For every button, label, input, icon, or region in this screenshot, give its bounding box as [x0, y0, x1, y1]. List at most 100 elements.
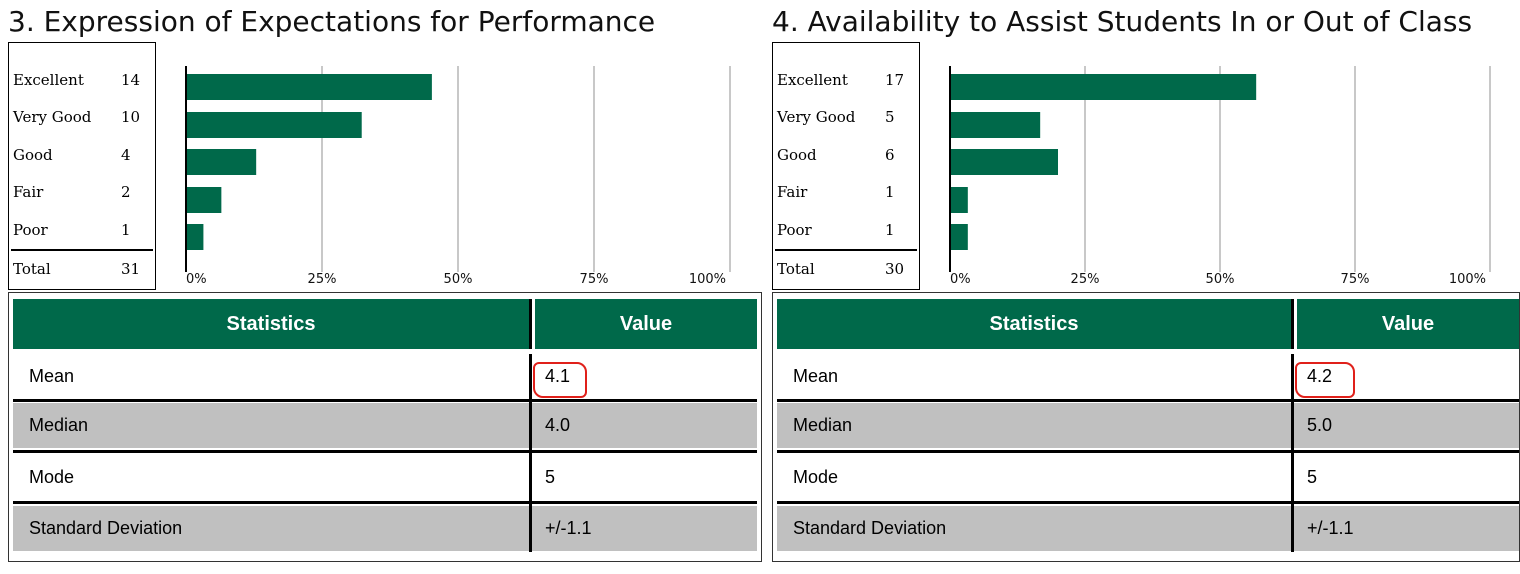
row-divider [13, 399, 757, 402]
stat-name: Median [793, 415, 853, 435]
bar-excellent [186, 74, 432, 100]
stat-value: 5 [1307, 467, 1318, 487]
count-row: Fair 1 [777, 181, 917, 203]
bar-poor [950, 224, 968, 250]
bar-excellent [950, 74, 1257, 100]
stat-name: Standard Deviation [793, 518, 947, 538]
rating-count: 1 [121, 221, 131, 239]
response-bar-chart: 0% 25% 50% 75% 100% [949, 66, 1491, 287]
rating-label: Good [777, 146, 817, 164]
stats-row-mode: Mode 5 [777, 455, 1519, 500]
question-panel-4: 4. Availability to Assist Students In or… [772, 0, 1520, 574]
x-tick-label: 25% [1071, 272, 1100, 287]
count-row: Fair 2 [13, 181, 153, 203]
rating-count: 1 [885, 183, 895, 201]
rating-count: 14 [121, 71, 141, 89]
stat-value: 4.2 [1307, 366, 1333, 386]
rating-count: 5 [885, 108, 895, 126]
response-bar-chart: 0% 25% 50% 75% 100% [185, 66, 731, 287]
question-title: 4. Availability to Assist Students In or… [772, 5, 1473, 38]
total-label: Total [777, 260, 815, 278]
stat-value: +/-1.1 [1307, 518, 1354, 538]
x-tick-label: 0% [950, 272, 971, 287]
total-count: 30 [885, 260, 905, 278]
header-divider [529, 299, 532, 349]
bar-good [950, 149, 1058, 175]
rating-count: 2 [121, 183, 131, 201]
stat-value: 5.0 [1307, 415, 1333, 435]
stat-name: Mode [793, 467, 839, 487]
count-row: Good 4 [13, 144, 153, 166]
stats-row-standard-deviation: Standard Deviation +/-1.1 [777, 506, 1519, 551]
count-row: Excellent 14 [13, 69, 153, 91]
stats-row-mean: Mean 4.2 [777, 354, 1519, 399]
row-divider [777, 399, 1519, 402]
stats-row-mean: Mean 4.1 [13, 354, 757, 399]
x-tick-label: 100% [1449, 272, 1486, 287]
total-divider [775, 249, 917, 251]
x-tick-label: 100% [689, 272, 726, 287]
rating-label: Very Good [777, 108, 856, 126]
question-title: 3. Expression of Expectations for Perfor… [8, 5, 656, 38]
stats-row-median: Median 4.0 [13, 403, 757, 448]
bar-good [186, 149, 257, 175]
row-divider [13, 501, 757, 504]
highlight-circle [533, 362, 587, 398]
bar-very-good [950, 112, 1041, 138]
stats-row-median: Median 5.0 [777, 403, 1519, 448]
row-divider [13, 450, 757, 453]
stat-value: 4.0 [545, 415, 571, 435]
count-row: Excellent 17 [777, 69, 917, 91]
statistics-header: Statistics [13, 299, 529, 349]
rating-count: 4 [121, 146, 131, 164]
rating-count: 17 [885, 71, 905, 89]
bar-poor [186, 224, 204, 250]
column-divider [529, 354, 532, 552]
value-header: Value [1297, 299, 1519, 349]
rating-label: Excellent [777, 71, 848, 89]
response-count-table: Excellent 17 Very Good 5 Good 6 Fair 1 P… [772, 42, 920, 290]
stat-value: +/-1.1 [545, 518, 592, 538]
stat-value: 4.1 [545, 366, 571, 386]
count-row: Good 6 [777, 144, 917, 166]
rating-count: 1 [885, 221, 895, 239]
x-tick-label: 75% [1341, 272, 1370, 287]
total-row: Total 30 [777, 258, 917, 280]
question-panel-3: 3. Expression of Expectations for Perfor… [8, 0, 762, 574]
stat-name: Mode [29, 467, 75, 487]
bar-fair [950, 187, 968, 213]
statistics-table: Statistics Value Mean 4.2 Median 5.0 Mod… [772, 292, 1520, 562]
count-row: Very Good 10 [13, 106, 153, 128]
rating-count: 6 [885, 146, 895, 164]
statistics-table: Statistics Value Mean 4.1 Median 4.0 Mod… [8, 292, 762, 562]
x-tick-label: 50% [444, 272, 473, 287]
header-divider [1291, 299, 1294, 349]
rating-label: Fair [777, 183, 808, 201]
row-divider [777, 501, 1519, 504]
count-row: Poor 1 [777, 219, 917, 241]
stat-name: Mean [29, 366, 75, 386]
total-row: Total 31 [13, 258, 153, 280]
rating-count: 10 [121, 108, 141, 126]
x-tick-label: 0% [186, 272, 207, 287]
stats-row-mode: Mode 5 [13, 455, 757, 500]
total-label: Total [13, 260, 51, 278]
response-count-table: Excellent 14 Very Good 10 Good 4 Fair 2 … [8, 42, 156, 290]
stat-name: Standard Deviation [29, 518, 183, 538]
rating-label: Excellent [13, 71, 84, 89]
rating-label: Very Good [13, 108, 92, 126]
stats-row-standard-deviation: Standard Deviation +/-1.1 [13, 506, 757, 551]
rating-label: Poor [777, 221, 812, 239]
x-tick-label: 25% [308, 272, 337, 287]
x-tick-label: 75% [580, 272, 609, 287]
x-tick-label: 50% [1206, 272, 1235, 287]
bar-fair [186, 187, 222, 213]
highlight-circle [1295, 362, 1355, 398]
rating-label: Fair [13, 183, 44, 201]
count-row: Poor 1 [13, 219, 153, 241]
row-divider [777, 450, 1519, 453]
rating-label: Poor [13, 221, 48, 239]
value-header: Value [535, 299, 757, 349]
column-divider [1291, 354, 1294, 552]
stat-value: 5 [545, 467, 556, 487]
